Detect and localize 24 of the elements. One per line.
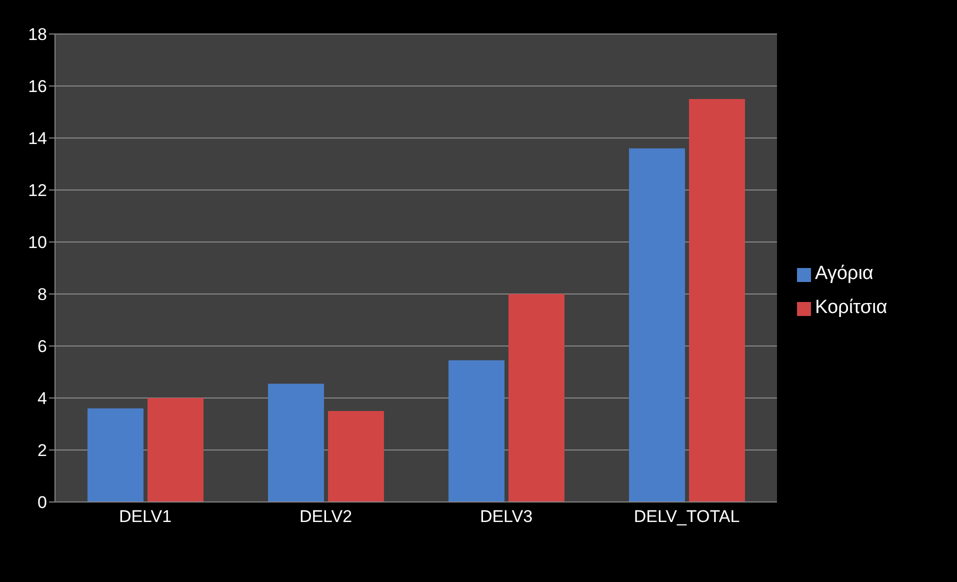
bar [328, 411, 384, 502]
bar [508, 294, 564, 502]
bar [628, 148, 685, 502]
y-tick-label: 14 [28, 129, 47, 148]
x-tick-label: DELV3 [480, 507, 533, 526]
bar [448, 360, 504, 502]
y-tick-label: 4 [38, 389, 47, 408]
y-tick-label: 6 [38, 337, 47, 356]
y-tick-label: 16 [28, 77, 47, 96]
y-tick-label: 8 [38, 285, 47, 304]
y-tick-label: 18 [28, 25, 47, 44]
y-tick-label: 2 [38, 441, 47, 460]
bar [87, 408, 144, 502]
legend-label: Αγόρια [815, 263, 874, 284]
bar [688, 99, 745, 502]
bar [268, 384, 324, 502]
x-tick-label: DELV1 [118, 507, 172, 526]
x-tick-label: DELV2 [299, 507, 352, 526]
y-tick-label: 10 [28, 233, 47, 252]
legend-label: Κορίτσια [815, 297, 888, 318]
bar [147, 398, 204, 502]
y-tick-label: 0 [38, 493, 47, 512]
y-tick-label: 12 [28, 181, 47, 200]
x-tick-label: DELV_TOTAL [634, 507, 740, 526]
